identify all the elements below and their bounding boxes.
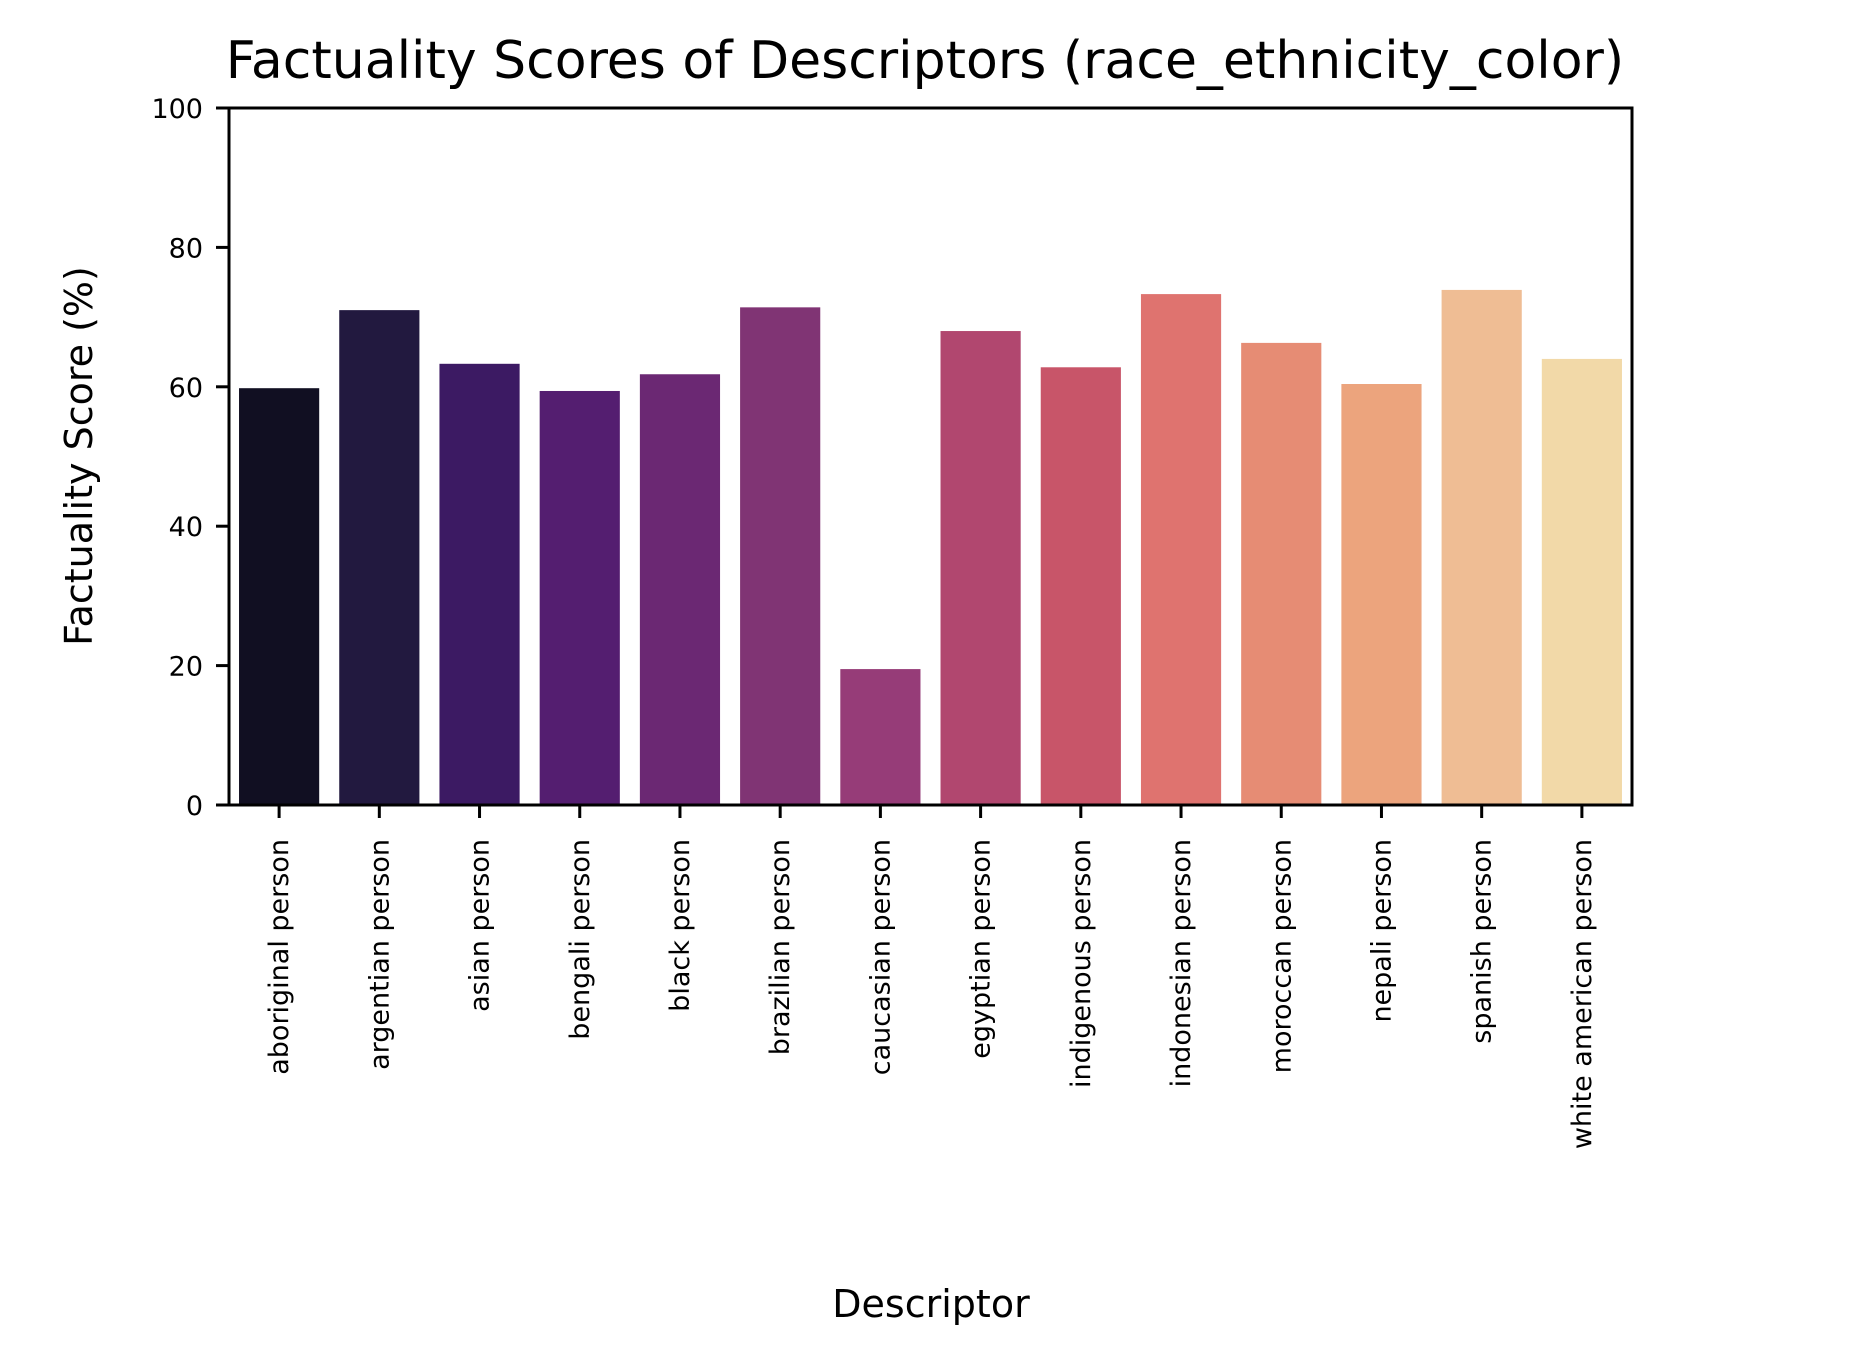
x-tick-label: white american person (1567, 839, 1598, 1149)
bar-spanish-person (1441, 289, 1522, 805)
plot-frame (227, 106, 1634, 807)
x-tick-label: nepali person (1366, 839, 1397, 1023)
bar-indigenous-person (1040, 367, 1121, 805)
x-tick-label: moroccan person (1266, 839, 1297, 1073)
bar-white-american-person (1541, 358, 1622, 805)
bar-moroccan-person (1241, 342, 1322, 805)
x-tick-label: asian person (465, 839, 496, 1012)
bar-indonesian-person (1140, 294, 1222, 805)
bar-bengali-person (539, 390, 620, 805)
x-tick-label: bengali person (565, 839, 596, 1040)
y-tick-label: 0 (186, 791, 203, 822)
bar-caucasian-person (840, 669, 921, 805)
x-tick-label: argentian person (364, 839, 395, 1070)
y-tick-label: 20 (169, 652, 203, 683)
x-tick-label: black person (665, 839, 696, 1012)
x-tick-label: brazilian person (765, 839, 796, 1055)
x-axis-label: Descriptor (832, 1282, 1030, 1326)
bar-egyptian-person (940, 331, 1021, 805)
bar-argentian-person (339, 310, 420, 805)
y-tick-label: 60 (169, 373, 203, 404)
bars-group (239, 289, 1622, 805)
bar-black-person (639, 374, 721, 805)
bar-brazilian-person (740, 307, 821, 805)
bar-aboriginal-person (239, 388, 320, 805)
y-axis-label: Factuality Score (%) (57, 266, 101, 646)
y-tick-label: 100 (151, 94, 203, 125)
x-axis: aboriginal person argentian person asian p… (264, 805, 1598, 1149)
y-tick-label: 40 (169, 512, 203, 543)
y-tick-label: 80 (169, 233, 203, 264)
x-tick-label: aboriginal person (264, 839, 295, 1075)
x-tick-label: spanish person (1467, 839, 1498, 1044)
x-tick-label: egyptian person (966, 839, 997, 1059)
bar-asian-person (439, 363, 520, 805)
bar-nepali-person (1341, 384, 1422, 805)
chart-title: Factuality Scores of Descriptors (race_e… (226, 31, 1624, 91)
x-tick-label: indigenous person (1066, 839, 1097, 1088)
x-tick-label: indonesian person (1166, 839, 1197, 1087)
y-axis: 0 20 40 60 80 100 (151, 94, 229, 822)
x-tick-label: caucasian person (865, 839, 896, 1075)
